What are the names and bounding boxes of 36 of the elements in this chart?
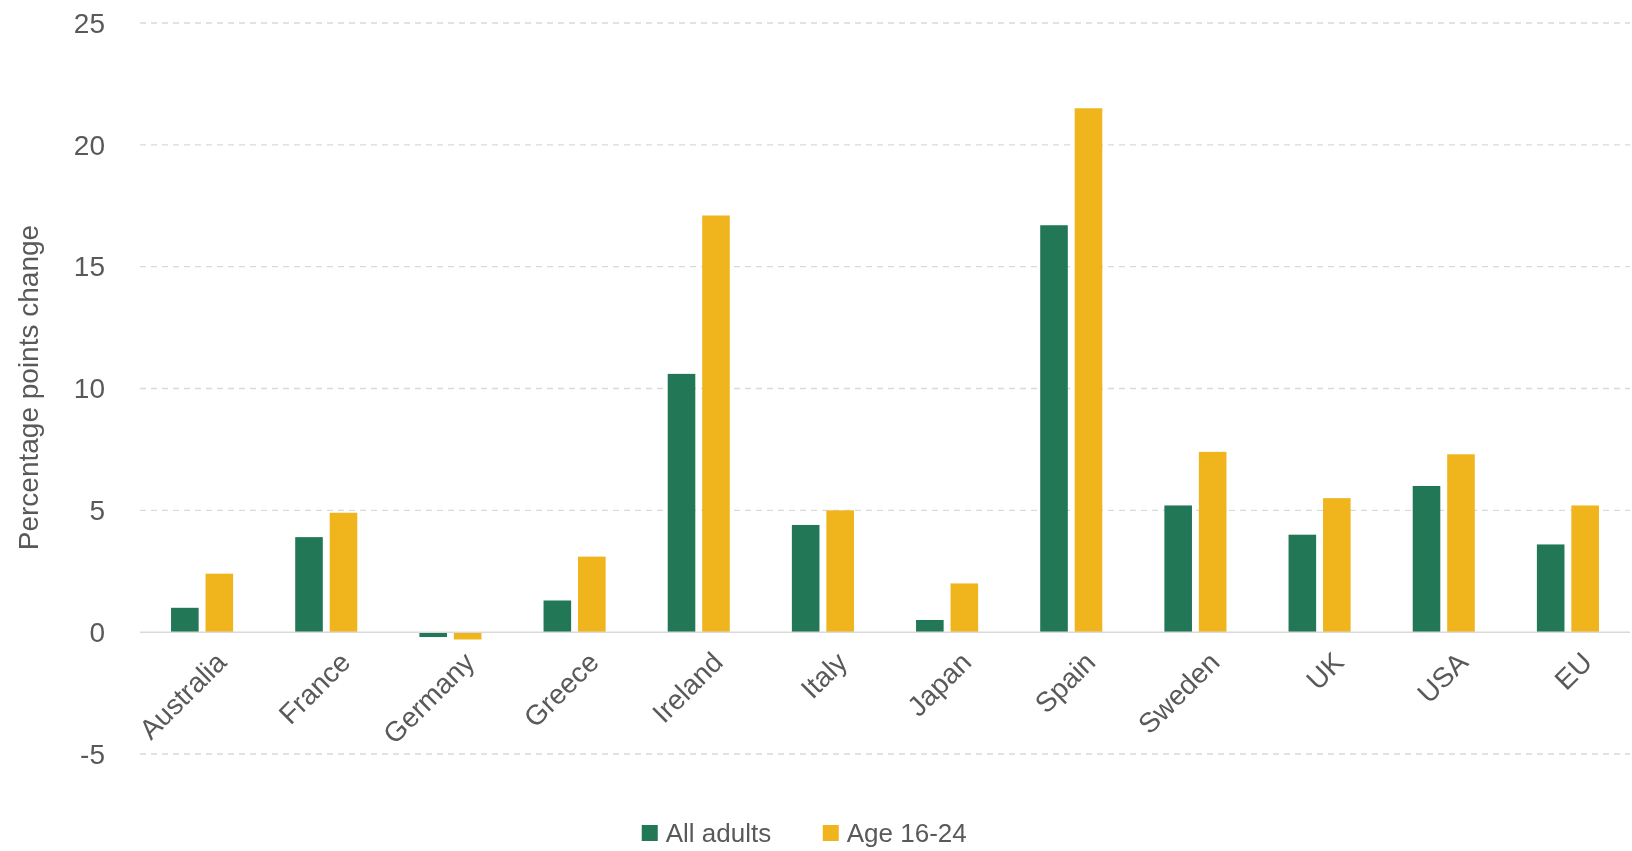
y-tick-label: 0 — [89, 616, 105, 648]
bar — [791, 524, 820, 633]
bar — [1412, 485, 1441, 633]
bar — [1198, 451, 1227, 633]
y-tick-label: 5 — [89, 495, 105, 527]
bar — [1323, 498, 1351, 633]
bar — [826, 510, 854, 633]
bar — [667, 373, 696, 633]
y-tick-label: 25 — [73, 7, 105, 39]
bar — [1288, 534, 1317, 633]
y-axis-title: Percentage points change — [13, 224, 44, 551]
bar — [950, 583, 979, 633]
y-tick-label: 15 — [73, 251, 105, 283]
bar — [1040, 225, 1068, 633]
bar — [1571, 505, 1599, 633]
y-tick-label: -5 — [80, 738, 105, 770]
bar — [578, 556, 606, 633]
bar — [205, 573, 234, 633]
bar — [916, 619, 944, 633]
bar — [295, 537, 323, 633]
x-tick-label: Italy — [794, 646, 854, 705]
legend-label: All adults — [665, 818, 772, 849]
bar — [1164, 505, 1192, 633]
x-tick-label: EU — [1548, 646, 1599, 696]
legend-label: Age 16-24 — [846, 818, 967, 849]
bar — [1447, 454, 1475, 633]
y-tick-label: 20 — [73, 129, 105, 161]
bar — [1074, 108, 1103, 633]
y-tick-label: 10 — [73, 373, 105, 405]
bar — [329, 512, 358, 633]
bar — [171, 607, 199, 633]
bar — [543, 600, 572, 633]
x-tick-label: UK — [1300, 646, 1350, 696]
bar — [702, 215, 730, 633]
bar — [1536, 544, 1565, 633]
x-tick-label: USA — [1411, 646, 1475, 709]
